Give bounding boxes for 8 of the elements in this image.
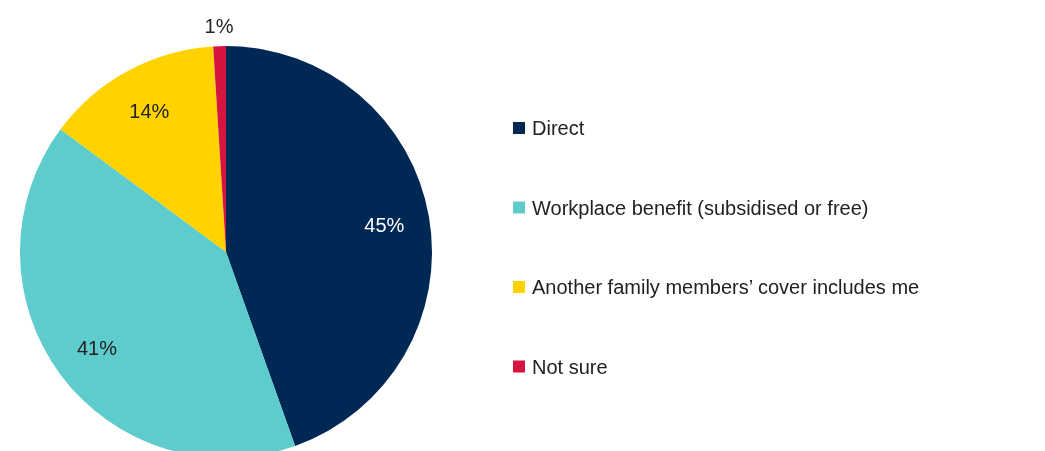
legend-label: Direct (532, 117, 585, 139)
legend-label: Another family members’ cover includes me (532, 276, 920, 298)
legend-label: Not sure (532, 355, 608, 378)
legend-label: Workplace benefit (subsidised or free) (532, 196, 869, 219)
data-label: 41% (76, 336, 118, 359)
data-label: 45% (364, 213, 405, 236)
data-label: 14% (129, 99, 170, 122)
data-label: 1% (204, 15, 234, 38)
